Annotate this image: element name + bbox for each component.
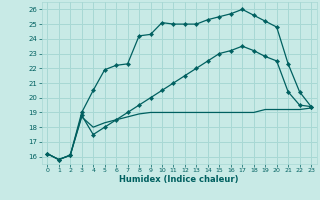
- X-axis label: Humidex (Indice chaleur): Humidex (Indice chaleur): [119, 175, 239, 184]
